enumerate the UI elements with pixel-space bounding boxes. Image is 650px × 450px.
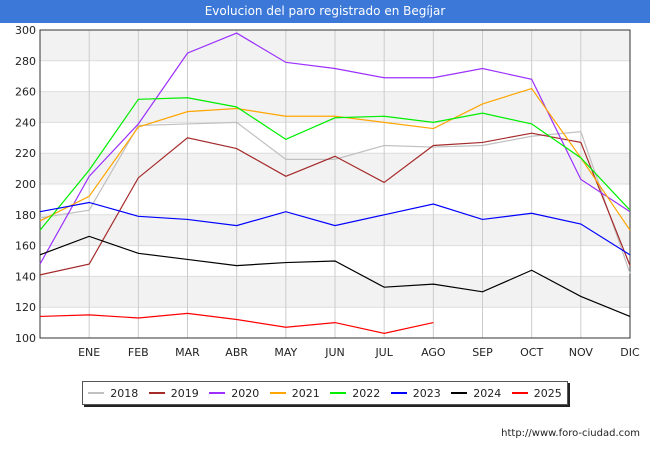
plot-border xyxy=(39,29,631,339)
x-tick-label: OCT xyxy=(520,346,543,359)
legend-item-2024: 2024 xyxy=(451,387,501,400)
y-tick-label: 120 xyxy=(15,301,36,314)
y-tick-label: 160 xyxy=(15,240,36,253)
legend-label: 2025 xyxy=(533,386,562,400)
legend-swatch xyxy=(511,392,528,394)
line-chart: 100 120 140 160 180 200 220 240 260 280 300 ENE FEB M… xyxy=(15,24,640,359)
y-tick-label: 220 xyxy=(15,147,36,160)
y-tick-label: 180 xyxy=(15,209,36,222)
chart-title: Evolucion del paro registrado en Begíjar xyxy=(0,0,650,23)
y-tick-label: 280 xyxy=(15,55,36,68)
x-tick-label: FEB xyxy=(128,346,149,359)
legend-item-2021: 2021 xyxy=(269,386,320,400)
series-line-2018 xyxy=(39,121,631,274)
x-tick-label: ABR xyxy=(225,346,248,359)
x-tick-label: NOV xyxy=(569,346,594,359)
source-credit: http://www.foro-ciudad.com xyxy=(501,428,640,439)
legend-swatch xyxy=(330,392,347,394)
legend-label: 2018 xyxy=(110,386,139,400)
legend-label: 2024 xyxy=(473,386,502,400)
chart-legend: 2018 2019 2020 2021 2022 2023 2024 2025 xyxy=(82,381,568,405)
legend-item-2023: 2023 xyxy=(390,386,441,400)
legend-swatch xyxy=(148,392,165,394)
legend-label: 2019 xyxy=(170,386,199,400)
x-tick-label: AGO xyxy=(421,346,446,359)
x-tick-label: MAR xyxy=(175,346,200,359)
series-line-2024 xyxy=(39,235,631,317)
legend-label: 2020 xyxy=(231,386,260,400)
legend-swatch xyxy=(88,392,105,394)
x-tick-label: SEP xyxy=(472,346,493,359)
y-tick-label: 300 xyxy=(15,24,36,37)
legend-label: 2021 xyxy=(291,386,320,400)
legend-swatch xyxy=(451,392,468,394)
x-tick-label: DIC xyxy=(620,346,640,359)
legend-item-2019: 2019 xyxy=(148,386,199,400)
y-tick-label: 100 xyxy=(15,332,36,345)
y-tick-label: 240 xyxy=(15,116,36,129)
series-line-2019 xyxy=(39,132,631,276)
legend-swatch xyxy=(390,392,407,394)
y-tick-label: 260 xyxy=(15,86,36,99)
series-line-2022 xyxy=(39,97,631,231)
series-line-2023 xyxy=(39,201,631,256)
x-tick-label: JUN xyxy=(324,346,345,359)
legend-item-2022: 2022 xyxy=(330,387,380,400)
legend-label: 2023 xyxy=(412,386,441,400)
legend-item-2025: 2025 xyxy=(511,386,562,400)
series-line-2021 xyxy=(39,87,631,231)
y-tick-label: 200 xyxy=(15,178,36,191)
y-tick-label: 140 xyxy=(15,270,36,283)
legend-item-2018: 2018 xyxy=(88,387,138,400)
legend-item-2020: 2020 xyxy=(209,387,259,400)
series-line-2020 xyxy=(39,32,631,265)
legend-swatch xyxy=(209,392,226,394)
series-line-2025 xyxy=(39,312,434,334)
legend-label: 2022 xyxy=(352,386,381,400)
x-tick-label: MAY xyxy=(274,346,297,359)
legend-swatch xyxy=(269,392,286,394)
x-tick-label: ENE xyxy=(78,346,100,359)
x-tick-label: JUL xyxy=(374,346,393,359)
